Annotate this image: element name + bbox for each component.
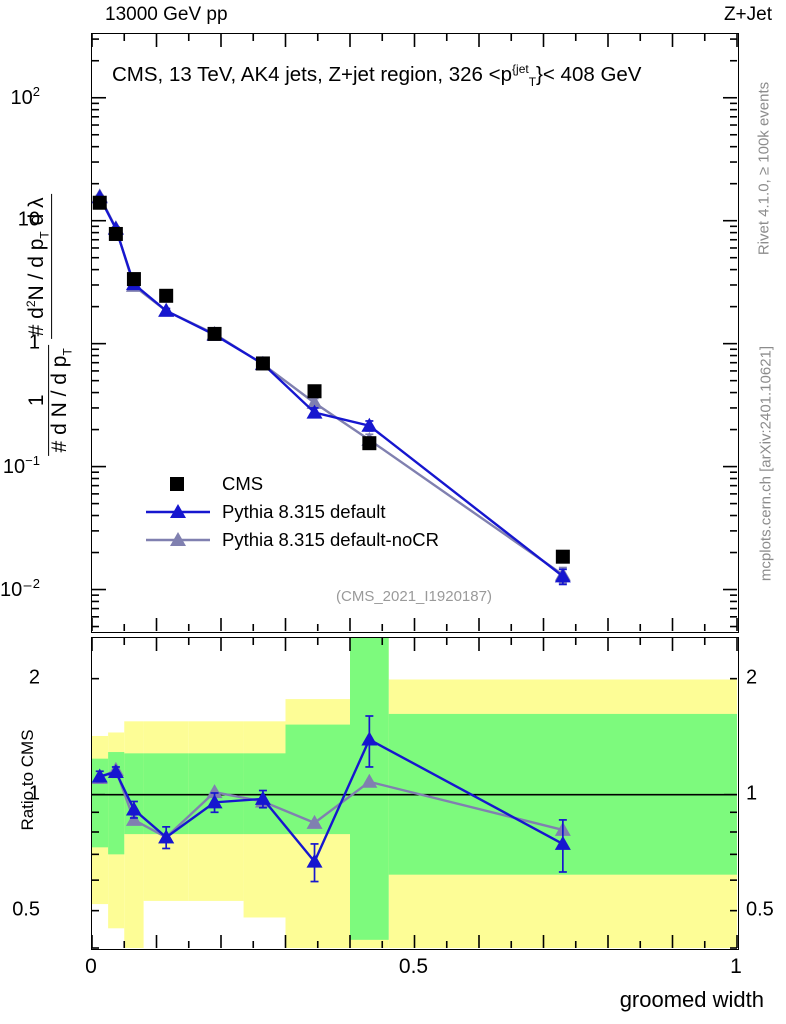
data-marker-square (555, 549, 570, 564)
data-marker-triangle (306, 404, 323, 419)
ratio-data-marker (206, 794, 223, 809)
ratio-plot-panel (91, 637, 739, 950)
plot-title-post: }< 408 GeV (536, 62, 642, 86)
data-marker-square (362, 436, 377, 451)
data-marker-square (92, 195, 107, 210)
ratio-data-marker (92, 768, 108, 783)
x-axis-tick-label: 1 (730, 955, 742, 978)
main-y-tick-label: 10−1 (2, 452, 40, 478)
main-y-tick-label: 102 (10, 83, 40, 109)
legend: CMS Pythia 8.315 default Pythia 8.315 defa… (146, 470, 439, 554)
plot-title-sup: {jet (512, 62, 529, 76)
data-marker-square (255, 356, 270, 371)
ratio-y-axis-label: Ratio to CMS (18, 729, 37, 831)
ratio-data-marker (254, 790, 271, 805)
ratio-data-marker (125, 811, 142, 826)
header-right-label: Z+Jet (723, 4, 772, 25)
legend-triangle (170, 504, 186, 518)
legend-item-1[interactable]: Pythia 8.315 default (146, 498, 439, 526)
ratio-data-marker (306, 814, 323, 829)
y-axis-fraction-outer: 1 # d N / d pT (25, 345, 75, 456)
ratio-uncertainty-band-inner (285, 724, 350, 835)
ratio-uncertainty-band-inner (143, 753, 189, 835)
ratio-y-tick-label: 0.5 (746, 898, 774, 921)
plot-title-sub: T (528, 74, 537, 89)
plot-title: CMS, 13 TeV, AK4 jets, Z+jet region, 326… (112, 62, 641, 89)
ratio-data-marker (306, 853, 323, 868)
legend-label: Pythia 8.315 default-noCR (222, 529, 439, 550)
analysis-id-watermark: (CMS_2021_I1920187) (336, 588, 492, 605)
legend-marker-triangle-icon (146, 530, 210, 550)
main-y-tick-label: 1 (28, 331, 40, 354)
ratio-data-marker (125, 801, 142, 816)
data-marker-square (126, 272, 141, 287)
x-axis-tick-label: 0 (85, 955, 97, 978)
data-marker-square (207, 326, 222, 341)
legend-label: CMS (222, 473, 264, 494)
legend-marker-square-icon (146, 474, 210, 494)
legend-label: Pythia 8.315 default (222, 501, 386, 522)
y-axis-inner-den (52, 194, 75, 339)
x-axis-tick-label: 0.5 (398, 955, 429, 978)
main-y-tick-label: 10 (17, 208, 40, 231)
legend-square (170, 477, 184, 491)
ratio-data-marker (206, 784, 223, 799)
ratio-uncertainty-band-inner (350, 638, 389, 940)
legend-triangle (170, 532, 186, 546)
plot-title-pre: CMS, 13 TeV, AK4 jets, Z+jet region, 326… (112, 62, 513, 86)
data-marker-triangle (554, 568, 571, 583)
main-y-tick-label: 10⁻2 (0, 575, 40, 601)
mcplots-source-label: mcplots.cern.ch [arXiv:2401.10621] (757, 345, 775, 582)
main-plot-canvas (91, 34, 738, 631)
ratio-data-marker (107, 763, 124, 778)
x-axis-label: groomed width (619, 987, 764, 1012)
ratio-data-marker (554, 835, 571, 850)
y-axis-denominator: # d N / d pT (48, 348, 75, 453)
header-left-label: 13000 GeV pp (105, 4, 228, 25)
data-marker-triangle (306, 394, 323, 409)
ratio-y-tick-label: 1 (746, 782, 758, 805)
data-marker-square (307, 384, 322, 399)
ratio-y-tick-label: 0.5 (12, 898, 40, 921)
ratio-data-marker (158, 829, 175, 844)
legend-item-0[interactable]: CMS (146, 470, 439, 498)
legend-marker-triangle-icon (146, 502, 210, 522)
main-plot-panel (91, 33, 739, 633)
legend-item-2[interactable]: Pythia 8.315 default-noCR (146, 526, 439, 554)
ratio-data-marker (361, 731, 378, 746)
data-marker-square (108, 226, 123, 241)
ratio-y-tick-label: 2 (28, 666, 40, 689)
ratio-y-tick-label: 2 (746, 666, 758, 689)
y-axis-numerator: 1 (25, 345, 50, 456)
data-marker-square (159, 288, 174, 303)
ratio-y-tick-label: 1 (28, 782, 40, 805)
ratio-plot-canvas (92, 638, 738, 949)
data-marker-triangle (158, 302, 175, 317)
data-marker-triangle (361, 417, 378, 432)
ratio-data-marker (361, 773, 378, 788)
